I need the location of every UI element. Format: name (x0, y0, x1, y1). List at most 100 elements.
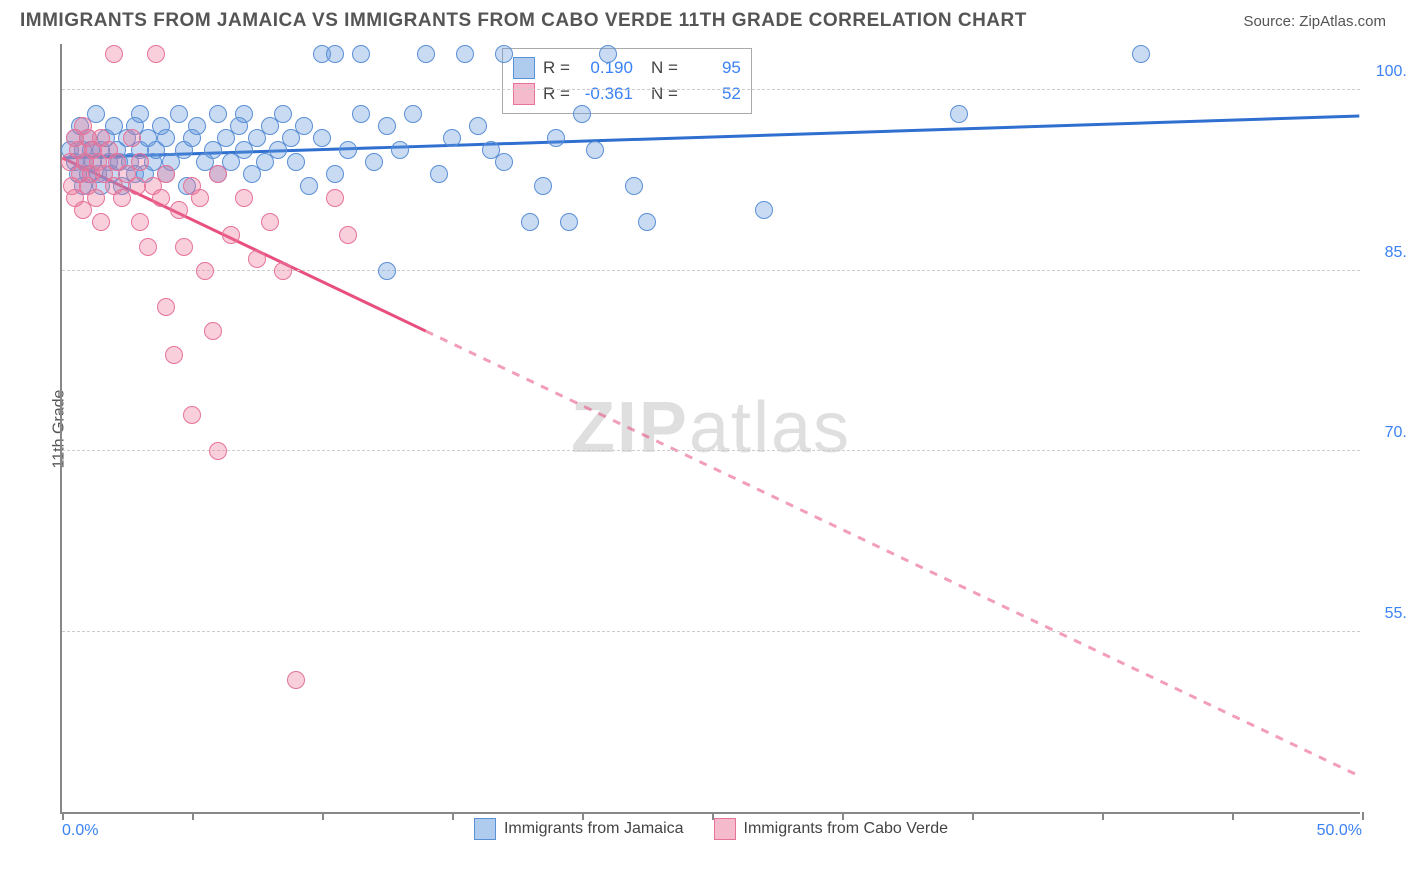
legend-label: Immigrants from Jamaica (504, 820, 684, 838)
swatch-pink (714, 818, 736, 840)
scatter-point (378, 117, 396, 135)
scatter-point (139, 238, 157, 256)
scatter-point (430, 165, 448, 183)
legend-row-cabo-verde: R = -0.361 N = 52 (513, 81, 741, 107)
swatch-blue (474, 818, 496, 840)
scatter-point (326, 45, 344, 63)
legend-item-jamaica: Immigrants from Jamaica (474, 818, 684, 840)
x-tick (582, 812, 584, 820)
scatter-point (313, 129, 331, 147)
scatter-point (204, 322, 222, 340)
scatter-point (404, 105, 422, 123)
scatter-point (586, 141, 604, 159)
scatter-point (170, 105, 188, 123)
n-value-jamaica: 95 (686, 58, 741, 78)
scatter-point (157, 129, 175, 147)
scatter-point (352, 105, 370, 123)
scatter-plot: ZIPatlas R = 0.190 N = 95 R = -0.361 N =… (60, 44, 1360, 814)
x-tick (1362, 812, 1364, 820)
gridline (62, 89, 1360, 90)
scatter-point (378, 262, 396, 280)
scatter-point (326, 165, 344, 183)
x-tick (972, 812, 974, 820)
x-tick (192, 812, 194, 820)
scatter-point (165, 346, 183, 364)
scatter-point (209, 165, 227, 183)
scatter-point (755, 201, 773, 219)
scatter-point (157, 165, 175, 183)
scatter-point (625, 177, 643, 195)
x-tick (1232, 812, 1234, 820)
scatter-point (105, 45, 123, 63)
x-tick (1102, 812, 1104, 820)
legend-row-jamaica: R = 0.190 N = 95 (513, 55, 741, 81)
scatter-point (274, 262, 292, 280)
scatter-point (131, 153, 149, 171)
scatter-point (638, 213, 656, 231)
watermark: ZIPatlas (571, 387, 851, 469)
gridline (62, 270, 1360, 271)
scatter-point (456, 45, 474, 63)
scatter-point (300, 177, 318, 195)
scatter-point (352, 45, 370, 63)
scatter-point (417, 45, 435, 63)
scatter-point (339, 226, 357, 244)
scatter-point (147, 45, 165, 63)
scatter-point (274, 105, 292, 123)
x-tick (452, 812, 454, 820)
scatter-point (235, 105, 253, 123)
scatter-point (157, 298, 175, 316)
source-label: Source: ZipAtlas.com (1243, 13, 1386, 30)
scatter-point (521, 213, 539, 231)
scatter-point (175, 238, 193, 256)
scatter-point (326, 189, 344, 207)
scatter-point (391, 141, 409, 159)
scatter-point (534, 177, 552, 195)
r-label: R = (543, 84, 570, 104)
scatter-point (191, 189, 209, 207)
scatter-point (261, 213, 279, 231)
x-tick (62, 812, 64, 820)
gridline (62, 450, 1360, 451)
r-value-cabo-verde: -0.361 (578, 84, 633, 104)
x-tick-label: 50.0% (1317, 822, 1362, 840)
scatter-point (469, 117, 487, 135)
x-tick (842, 812, 844, 820)
y-tick-label: 85.0% (1370, 244, 1406, 262)
scatter-point (1132, 45, 1150, 63)
scatter-point (113, 189, 131, 207)
scatter-point (131, 213, 149, 231)
r-label: R = (543, 58, 570, 78)
legend-label: Immigrants from Cabo Verde (744, 820, 949, 838)
scatter-point (131, 105, 149, 123)
correlation-legend: R = 0.190 N = 95 R = -0.361 N = 52 (502, 48, 752, 114)
chart-title: IMMIGRANTS FROM JAMAICA VS IMMIGRANTS FR… (20, 10, 1027, 32)
scatter-point (170, 201, 188, 219)
gridline (62, 631, 1360, 632)
scatter-point (287, 153, 305, 171)
scatter-point (188, 117, 206, 135)
scatter-point (235, 189, 253, 207)
scatter-point (152, 189, 170, 207)
scatter-point (950, 105, 968, 123)
scatter-point (365, 153, 383, 171)
n-value-cabo-verde: 52 (686, 84, 741, 104)
y-tick-label: 55.0% (1370, 605, 1406, 623)
scatter-point (599, 45, 617, 63)
scatter-point (573, 105, 591, 123)
scatter-point (196, 262, 214, 280)
scatter-point (287, 671, 305, 689)
scatter-point (560, 213, 578, 231)
scatter-point (209, 105, 227, 123)
scatter-point (295, 117, 313, 135)
scatter-point (339, 141, 357, 159)
x-tick-label: 0.0% (62, 822, 98, 840)
scatter-point (222, 226, 240, 244)
scatter-point (92, 213, 110, 231)
scatter-point (248, 250, 266, 268)
scatter-point (123, 129, 141, 147)
scatter-point (547, 129, 565, 147)
scatter-point (495, 45, 513, 63)
series-legend: Immigrants from Jamaica Immigrants from … (62, 818, 1360, 840)
scatter-point (87, 189, 105, 207)
